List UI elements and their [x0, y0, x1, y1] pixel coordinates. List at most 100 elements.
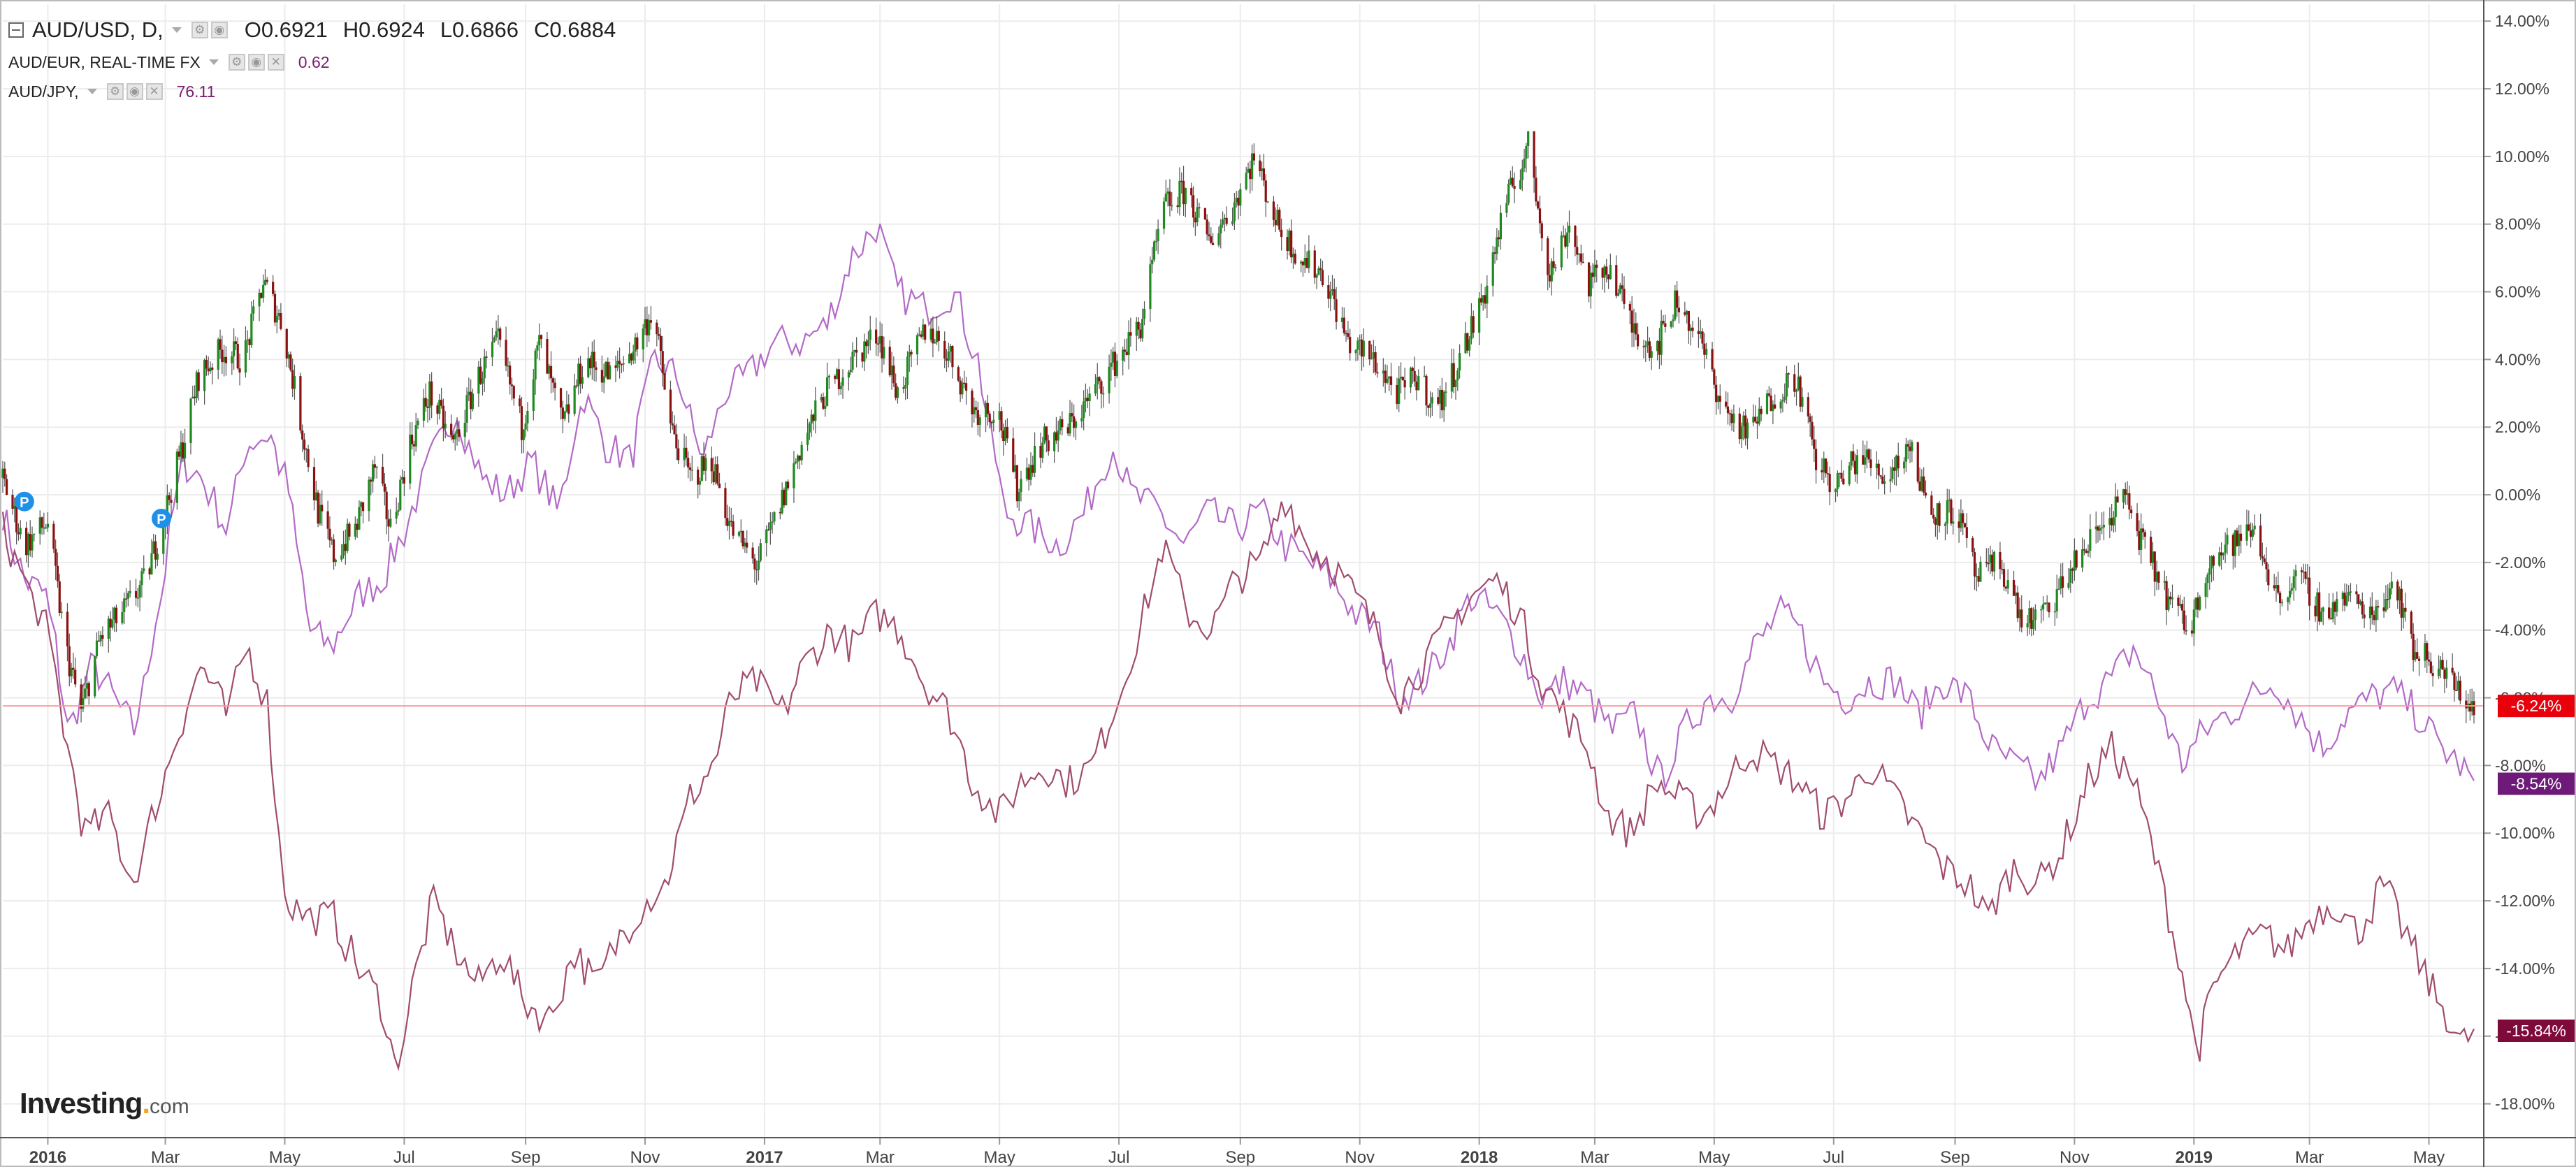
series3-label[interactable]: AUD/JPY, — [8, 82, 79, 101]
visibility-icon[interactable]: ◉ — [247, 54, 265, 71]
candle-body — [1083, 401, 1085, 419]
candle-body — [360, 502, 363, 507]
candle-body — [1552, 261, 1555, 268]
candle-body — [2236, 530, 2238, 546]
settings-icon[interactable]: ⚙ — [106, 83, 124, 100]
candle-body — [841, 377, 844, 386]
candle-body — [1290, 230, 1293, 258]
candle-body — [1176, 205, 1179, 208]
legend-series2-row: AUD/EUR, REAL-TIME FX ⚙ ◉ ✕ 0.62 — [8, 48, 616, 77]
candle-body — [197, 372, 200, 391]
candle-body — [906, 356, 909, 386]
candle-body — [317, 492, 319, 524]
visibility-icon[interactable]: ◉ — [126, 83, 143, 100]
candle-body — [1045, 426, 1048, 441]
candle-body — [2073, 550, 2076, 571]
candle-body — [2185, 630, 2187, 632]
candle-body — [2199, 597, 2201, 610]
candle-body — [827, 375, 830, 377]
candle-body — [540, 335, 543, 340]
candle-body — [607, 361, 609, 379]
candle-body — [1225, 217, 1228, 224]
candle-body — [389, 519, 392, 527]
candle-body — [1399, 377, 1403, 379]
main-symbol-label[interactable]: AUD/USD, D, — [32, 17, 164, 42]
candle-body — [943, 340, 946, 359]
chevron-down-icon[interactable] — [171, 27, 182, 33]
candle-body — [888, 347, 891, 376]
candle-body — [1033, 445, 1036, 473]
candle-body — [74, 669, 77, 685]
candle-body — [1055, 432, 1058, 441]
candle-body — [1018, 492, 1020, 502]
candle-body — [1168, 191, 1171, 206]
candle-body — [1676, 290, 1679, 308]
series2-label[interactable]: AUD/EUR, REAL-TIME FX — [8, 52, 201, 71]
last-value-badge — [2498, 772, 2575, 795]
candle-body — [383, 484, 386, 492]
candle-body — [2099, 528, 2101, 531]
y-tick-label: 10.00% — [2495, 147, 2549, 166]
candle-body — [1824, 458, 1828, 474]
candle-body — [661, 351, 664, 374]
candle-body — [426, 406, 429, 408]
close-icon[interactable]: ✕ — [145, 83, 163, 100]
candle-body — [795, 461, 797, 463]
candle-body — [2267, 569, 2270, 586]
candle-body — [1576, 247, 1579, 255]
chevron-down-icon[interactable] — [208, 59, 219, 65]
x-tick-label: Jul — [1823, 1148, 1844, 1167]
candle-body — [2318, 592, 2321, 622]
candle-body — [361, 502, 365, 512]
candle-body — [481, 378, 484, 384]
candle-body — [771, 521, 774, 523]
candle-body — [87, 683, 90, 697]
candle-body — [223, 356, 226, 363]
candle-body — [1032, 465, 1034, 473]
candle-body — [1345, 333, 1347, 335]
candle-body — [1245, 173, 1247, 189]
candle-body — [107, 618, 110, 639]
candle-body — [546, 339, 549, 374]
candle-body — [1264, 180, 1267, 202]
candle-body — [2455, 690, 2458, 692]
candle-body — [929, 328, 932, 340]
candle-body — [2359, 601, 2362, 604]
chevron-down-icon[interactable] — [87, 89, 97, 94]
candle-body — [628, 354, 631, 363]
candle-body — [2275, 585, 2278, 589]
candle-body — [588, 358, 592, 369]
candle-body — [1989, 554, 1992, 563]
candle-body — [1069, 413, 1071, 434]
settings-icon[interactable]: ⚙ — [228, 54, 245, 71]
candle-body — [2111, 518, 2113, 525]
candle-body — [1437, 397, 1440, 404]
candle-body — [2292, 576, 2295, 588]
candle-body — [2061, 576, 2064, 588]
close-icon[interactable]: ✕ — [267, 54, 284, 71]
x-tick-label: Mar — [151, 1148, 180, 1167]
candle-body — [646, 319, 649, 335]
candle-body — [2328, 607, 2331, 618]
candle-body — [45, 527, 48, 529]
candle-body — [2163, 581, 2166, 583]
candle-body — [1266, 201, 1269, 203]
candle-body — [593, 351, 595, 368]
collapse-icon[interactable] — [8, 22, 24, 38]
settings-icon[interactable]: ⚙ — [191, 22, 208, 38]
x-tick-label: 2019 — [2176, 1148, 2213, 1167]
candle-body — [834, 375, 837, 379]
candle-body — [2140, 528, 2143, 550]
candle-body — [973, 407, 976, 414]
candle-body — [800, 444, 803, 461]
candle-body — [2167, 596, 2170, 610]
visibility-icon[interactable]: ◉ — [210, 22, 228, 38]
candle-body — [2402, 607, 2405, 618]
candle-body — [2385, 599, 2387, 611]
candle-body — [2192, 609, 2195, 634]
candle-body — [1853, 461, 1857, 474]
candle-body — [1291, 254, 1295, 258]
candle-body — [477, 366, 480, 394]
